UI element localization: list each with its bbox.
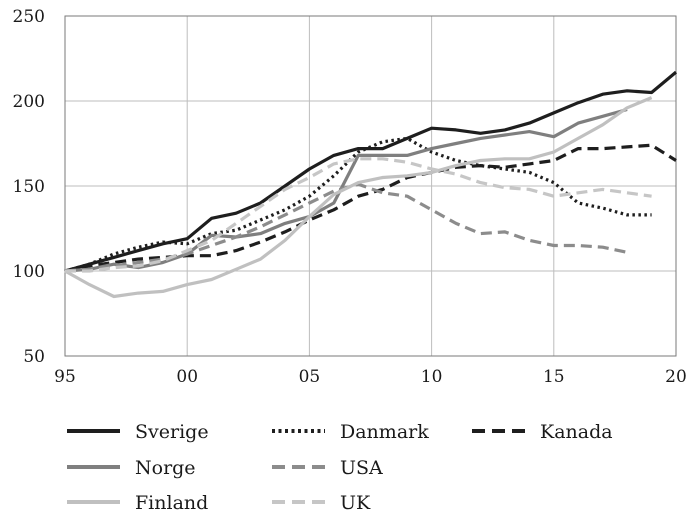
y-tick-label: 250	[13, 7, 45, 27]
series-line-danmark	[64, 136, 652, 273]
plot-area-frame	[64, 15, 677, 357]
x-tick-label: 15	[543, 367, 565, 387]
legend-label-finland: Finland	[135, 492, 208, 514]
series-line-kanada	[64, 143, 677, 273]
legend-label-kanada: Kanada	[540, 421, 613, 443]
series-line-uk	[65, 157, 652, 273]
y-tick-label: 150	[13, 177, 45, 197]
series-line-norge	[64, 107, 628, 273]
x-tick-label: 00	[176, 367, 198, 387]
axis-ticks: 95 00 05 10 15 20 50 100 150 200 250	[13, 7, 687, 387]
y-tick-label: 50	[23, 347, 45, 367]
x-tick-label: 20	[665, 367, 687, 387]
legend-label-usa: USA	[340, 457, 383, 479]
legend: Sverige Danmark Kanada Norge USA Finland UK	[67, 421, 613, 514]
x-tick-label: 95	[54, 367, 76, 387]
legend-label-sverige: Sverige	[135, 421, 209, 443]
grid	[65, 16, 676, 356]
y-tick-label: 200	[13, 92, 45, 112]
legend-label-norge: Norge	[135, 457, 196, 479]
x-tick-label: 05	[299, 367, 321, 387]
series-line-sverige	[64, 70, 678, 273]
legend-label-danmark: Danmark	[340, 421, 429, 443]
x-tick-label: 10	[421, 367, 443, 387]
legend-label-uk: UK	[340, 492, 371, 514]
series-line-finland	[64, 96, 653, 299]
y-tick-label: 100	[13, 262, 45, 282]
series-lines	[64, 70, 678, 299]
